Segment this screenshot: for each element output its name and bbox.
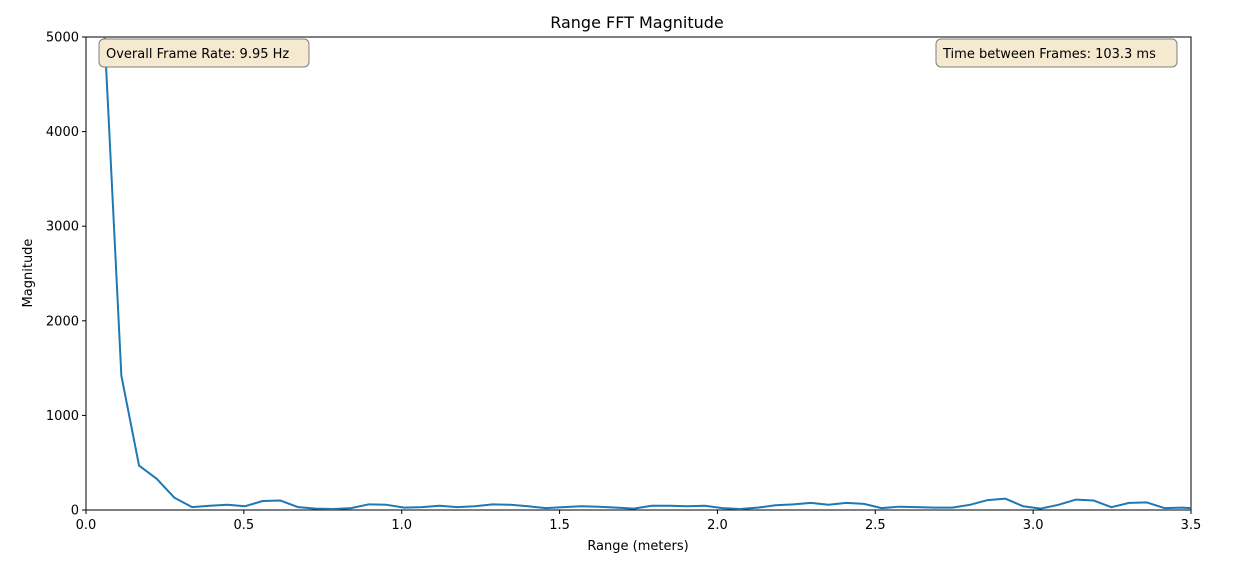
y-tick-label: 1000 [46,409,79,424]
y-axis-ticks: 0 1000 2000 3000 4000 5000 [46,31,86,519]
frame-rate-text: Overall Frame Rate: 9.95 Hz [106,47,289,62]
y-tick-label: 5000 [46,31,79,46]
y-axis-label: Magnitude [21,239,36,308]
x-axis-label: Range (meters) [587,539,688,554]
y-tick-label: 3000 [46,220,79,235]
y-tick-label: 2000 [46,314,79,329]
series-group [103,37,1191,510]
chart-title: Range FFT Magnitude [550,13,724,32]
frame-time-text: Time between Frames: 103.3 ms [942,47,1156,62]
x-tick-label: 2.5 [865,518,886,533]
x-tick-label: 1.5 [549,518,570,533]
plot-frame [85,36,1192,511]
x-tick-label: 1.0 [391,518,412,533]
x-tick-label: 2.0 [707,518,728,533]
y-tick-label: 4000 [46,125,79,140]
x-tick-label: 0.0 [76,518,97,533]
x-tick-label: 3.5 [1181,518,1202,533]
frame-rate-box [98,38,310,68]
x-tick-label: 0.5 [234,518,255,533]
frame-time-box [935,38,1178,68]
frame-time-annotation: Time between Frames: 103.3 ms [935,38,1178,68]
y-tick-label: 0 [71,504,79,519]
magnitude-line [103,37,1191,510]
x-axis-ticks: 0.0 0.5 1.0 1.5 2.0 2.5 3.0 3.5 [76,510,1202,533]
plot-area: 0 1000 2000 3000 4000 5000 0.0 0.5 1.0 1.5 2.0 2.5… [46,31,1202,534]
x-tick-label: 3.0 [1023,518,1044,533]
frame-rate-annotation: Overall Frame Rate: 9.95 Hz [98,38,310,68]
